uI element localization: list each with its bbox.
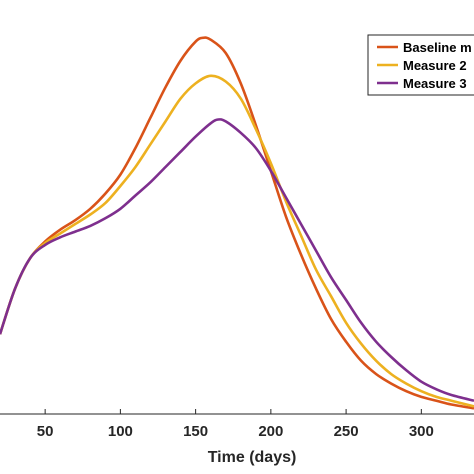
series-line-3: [0, 118, 474, 402]
series-lines: [0, 36, 474, 410]
legend-label-3: Measure 3: [403, 76, 467, 91]
x-tick-label: 50: [37, 423, 54, 440]
series-line-2: [0, 74, 474, 408]
legend-label-2: Measure 2: [403, 58, 467, 73]
plot-area: 50 100 150 200 250 300: [0, 36, 474, 440]
x-tick-label: 100: [108, 423, 133, 440]
legend: Baseline m Measure 2 Measure 3: [367, 34, 474, 96]
x-axis-label: Time (days): [208, 449, 297, 466]
series-line-1: [0, 36, 474, 410]
x-tick-label: 200: [258, 423, 283, 440]
x-ticks: 50 100 150 200 250 300: [37, 409, 434, 440]
x-tick-label: 300: [409, 423, 434, 440]
x-tick-label: 150: [183, 423, 208, 440]
x-tick-label: 250: [334, 423, 359, 440]
legend-label-1: Baseline m: [403, 40, 472, 55]
